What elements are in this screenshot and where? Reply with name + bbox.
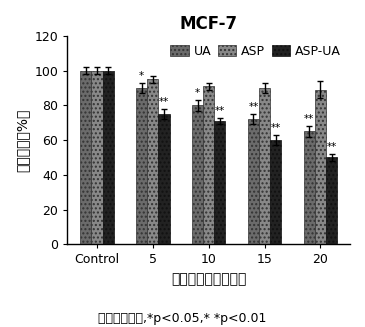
Bar (136, 88, 147, 244)
Bar (80, 71, 92, 244)
Bar (147, 79, 158, 244)
Bar (270, 140, 281, 244)
Legend: UA, ASP, ASP-UA: UA, ASP, ASP-UA (168, 42, 344, 60)
Text: **: ** (159, 97, 169, 107)
Text: *: * (139, 71, 144, 81)
Bar (326, 158, 337, 244)
X-axis label: 药物浓度（微摩尔）: 药物浓度（微摩尔） (171, 272, 246, 286)
Bar (248, 119, 259, 244)
Text: **: ** (304, 114, 314, 125)
Bar (259, 88, 270, 244)
Bar (92, 71, 103, 244)
Bar (103, 71, 114, 244)
Bar (192, 105, 203, 244)
Bar (158, 114, 170, 244)
Bar (304, 131, 315, 244)
Bar (214, 121, 226, 244)
Text: *: * (195, 88, 200, 98)
Bar (315, 90, 326, 244)
Text: **: ** (215, 106, 225, 116)
Text: **: ** (270, 123, 281, 133)
Title: MCF-7: MCF-7 (180, 15, 238, 33)
Bar (203, 86, 214, 244)
Y-axis label: 粘附细耦（%）: 粘附细耦（%） (15, 109, 29, 172)
Text: **: ** (326, 142, 337, 152)
Text: 同对照组相比,*p<0.05,* *p<0.01: 同对照组相比,*p<0.05,* *p<0.01 (98, 312, 267, 325)
Text: **: ** (248, 102, 258, 112)
